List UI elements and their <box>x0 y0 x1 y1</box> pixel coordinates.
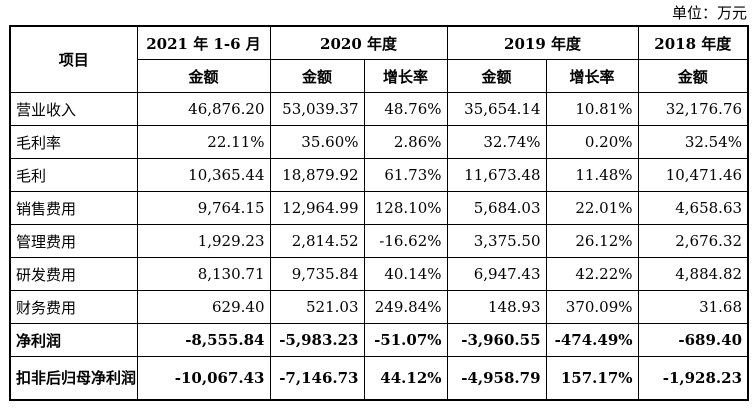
cell-value: -4,958.79 <box>446 356 547 401</box>
cell-value: 44.12% <box>363 356 448 401</box>
cell-value: -3,960.55 <box>446 323 547 357</box>
cell-value: 4,658.63 <box>637 191 749 225</box>
header-row-metrics: 金额 金额 增长率 金额 增长率 金额 <box>10 59 749 93</box>
cell-value: 4,884.82 <box>637 257 749 291</box>
cell-value: -7,146.73 <box>269 356 365 401</box>
cell-value: 22.01% <box>545 191 639 225</box>
header-item: 项目 <box>9 25 138 93</box>
table-row: 营业收入 46,876.20 53,039.37 48.76% 35,654.1… <box>9 92 749 126</box>
cell-value: 629.40 <box>136 290 271 324</box>
table-row: 毛利率 22.11% 35.60% 2.86% 32.74% 0.20% 32.… <box>9 125 749 159</box>
cell-value: -5,983.23 <box>269 323 365 357</box>
header-growth: 增长率 <box>545 59 639 93</box>
cell-value: 61.73% <box>363 158 448 192</box>
cell-value: 26.12% <box>545 224 639 258</box>
cell-value: 0.20% <box>545 125 639 159</box>
cell-value: 18,879.92 <box>269 158 365 192</box>
cell-value: -10,067.43 <box>136 356 271 401</box>
cell-value: 9,735.84 <box>269 257 365 291</box>
cell-value: 2,676.32 <box>637 224 749 258</box>
cell-value: -474.49% <box>545 323 639 357</box>
header-period-2020: 2020 年度 <box>269 25 448 60</box>
cell-value: 2.86% <box>363 125 448 159</box>
row-label: 净利润 <box>9 323 138 357</box>
cell-value: -689.40 <box>637 323 749 357</box>
cell-value: 31.68 <box>637 290 749 324</box>
cell-value: -16.62% <box>363 224 448 258</box>
cell-value: 12,964.99 <box>269 191 365 225</box>
cell-value: 157.17% <box>545 356 639 401</box>
row-label: 财务费用 <box>9 290 138 324</box>
header-period-2021h1: 2021 年 1-6 月 <box>136 25 271 60</box>
header-amount: 金额 <box>446 59 547 93</box>
header-growth: 增长率 <box>363 59 448 93</box>
cell-value: 2,814.52 <box>269 224 365 258</box>
cell-value: 6,947.43 <box>446 257 547 291</box>
cell-value: -51.07% <box>363 323 448 357</box>
header-amount: 金额 <box>269 59 365 93</box>
cell-value: 53,039.37 <box>269 92 365 126</box>
cell-value: 249.84% <box>363 290 448 324</box>
table-row: 毛利 10,365.44 18,879.92 61.73% 11,673.48 … <box>9 158 749 192</box>
unit-label: 单位：万元 <box>671 4 747 22</box>
cell-value: 9,764.15 <box>136 191 271 225</box>
table-row: 研发费用 8,130.71 9,735.84 40.14% 6,947.43 4… <box>9 257 749 291</box>
row-label: 营业收入 <box>9 92 138 126</box>
cell-value: 370.09% <box>545 290 639 324</box>
cell-value: 32,176.76 <box>637 92 749 126</box>
row-label: 销售费用 <box>9 191 138 225</box>
cell-value: 40.14% <box>363 257 448 291</box>
cell-value: 35.60% <box>269 125 365 159</box>
header-period-2019: 2019 年度 <box>446 25 639 60</box>
row-label: 毛利 <box>9 158 138 192</box>
cell-value: 128.10% <box>363 191 448 225</box>
cell-value: 46,876.20 <box>136 92 271 126</box>
cell-value: 11.48% <box>545 158 639 192</box>
cell-value: 42.22% <box>545 257 639 291</box>
row-label: 研发费用 <box>9 257 138 291</box>
cell-value: 32.54% <box>637 125 749 159</box>
table-row: 财务费用 629.40 521.03 249.84% 148.93 370.09… <box>9 290 749 324</box>
cell-value: 10,365.44 <box>136 158 271 192</box>
cell-value: -1,928.23 <box>637 356 749 401</box>
cell-value: 1,929.23 <box>136 224 271 258</box>
cell-value: 8,130.71 <box>136 257 271 291</box>
cell-value: 11,673.48 <box>446 158 547 192</box>
table-row: 销售费用 9,764.15 12,964.99 128.10% 5,684.03… <box>9 191 749 225</box>
cell-value: 10.81% <box>545 92 639 126</box>
cell-value: 32.74% <box>446 125 547 159</box>
cell-value: 5,684.03 <box>446 191 547 225</box>
header-period-2018: 2018 年度 <box>637 25 749 60</box>
cell-value: 35,654.14 <box>446 92 547 126</box>
table-row-total: 扣非后归母净利润 -10,067.43 -7,146.73 44.12% -4,… <box>9 356 749 401</box>
row-label: 管理费用 <box>9 224 138 258</box>
table-row: 管理费用 1,929.23 2,814.52 -16.62% 3,375.50 … <box>9 224 749 258</box>
cell-value: 22.11% <box>136 125 271 159</box>
row-label: 毛利率 <box>9 125 138 159</box>
header-amount: 金额 <box>637 59 749 93</box>
header-amount: 金额 <box>136 59 271 93</box>
cell-value: 10,471.46 <box>637 158 749 192</box>
header-row-periods: 项目 2021 年 1-6 月 2020 年度 2019 年度 2018 年度 <box>9 25 749 93</box>
table-row-total: 净利润 -8,555.84 -5,983.23 -51.07% -3,960.5… <box>9 323 749 357</box>
cell-value: 48.76% <box>363 92 448 126</box>
cell-value: 521.03 <box>269 290 365 324</box>
financial-table: 项目 2021 年 1-6 月 2020 年度 2019 年度 2018 年度 … <box>9 25 750 401</box>
cell-value: 3,375.50 <box>446 224 547 258</box>
row-label: 扣非后归母净利润 <box>9 356 138 401</box>
cell-value: 148.93 <box>446 290 547 324</box>
cell-value: -8,555.84 <box>136 323 271 357</box>
